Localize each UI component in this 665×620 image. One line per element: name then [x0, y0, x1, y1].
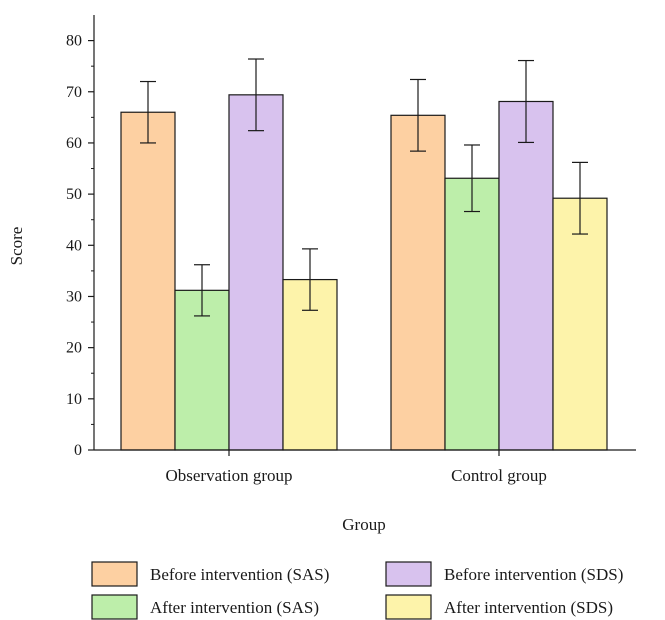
bar [552, 197, 608, 451]
legend-swatch [91, 561, 138, 587]
y-ticks: 0 10 20 30 40 50 60 70 80 [66, 33, 94, 459]
legend-swatch [385, 594, 432, 620]
y-tick-label: 0 [74, 442, 82, 459]
y-axis-label: Score [7, 227, 26, 266]
legend-label: After intervention (SDS) [444, 598, 613, 617]
bar [444, 177, 500, 451]
y-tick-label: 50 [66, 186, 82, 203]
bar [498, 100, 554, 451]
x-axis-label: Group [342, 515, 385, 534]
bar [174, 289, 230, 451]
x-ticks: Observation group Control group [165, 450, 547, 485]
x-tick-label: Control group [451, 466, 547, 485]
legend-label: Before intervention (SDS) [444, 565, 623, 584]
y-tick-label: 10 [66, 391, 82, 408]
bar [120, 111, 176, 451]
y-tick-label: 80 [66, 33, 82, 50]
y-tick-label: 70 [66, 84, 82, 101]
y-tick-label: 40 [66, 237, 82, 254]
error-bar-layer [140, 58, 588, 317]
y-tick-label: 30 [66, 288, 82, 305]
y-tick-label: 20 [66, 340, 82, 357]
x-tick-label: Observation group [165, 466, 292, 485]
axes [93, 15, 636, 451]
legend-label: After intervention (SAS) [150, 598, 319, 617]
bar [228, 94, 284, 451]
y-tick-label: 60 [66, 135, 82, 152]
bar-layer [120, 94, 608, 451]
legend-swatch [91, 594, 138, 620]
legend: Before intervention (SAS) Before interven… [91, 561, 623, 620]
bar [390, 114, 446, 451]
legend-label: Before intervention (SAS) [150, 565, 329, 584]
legend-swatch [385, 561, 432, 587]
